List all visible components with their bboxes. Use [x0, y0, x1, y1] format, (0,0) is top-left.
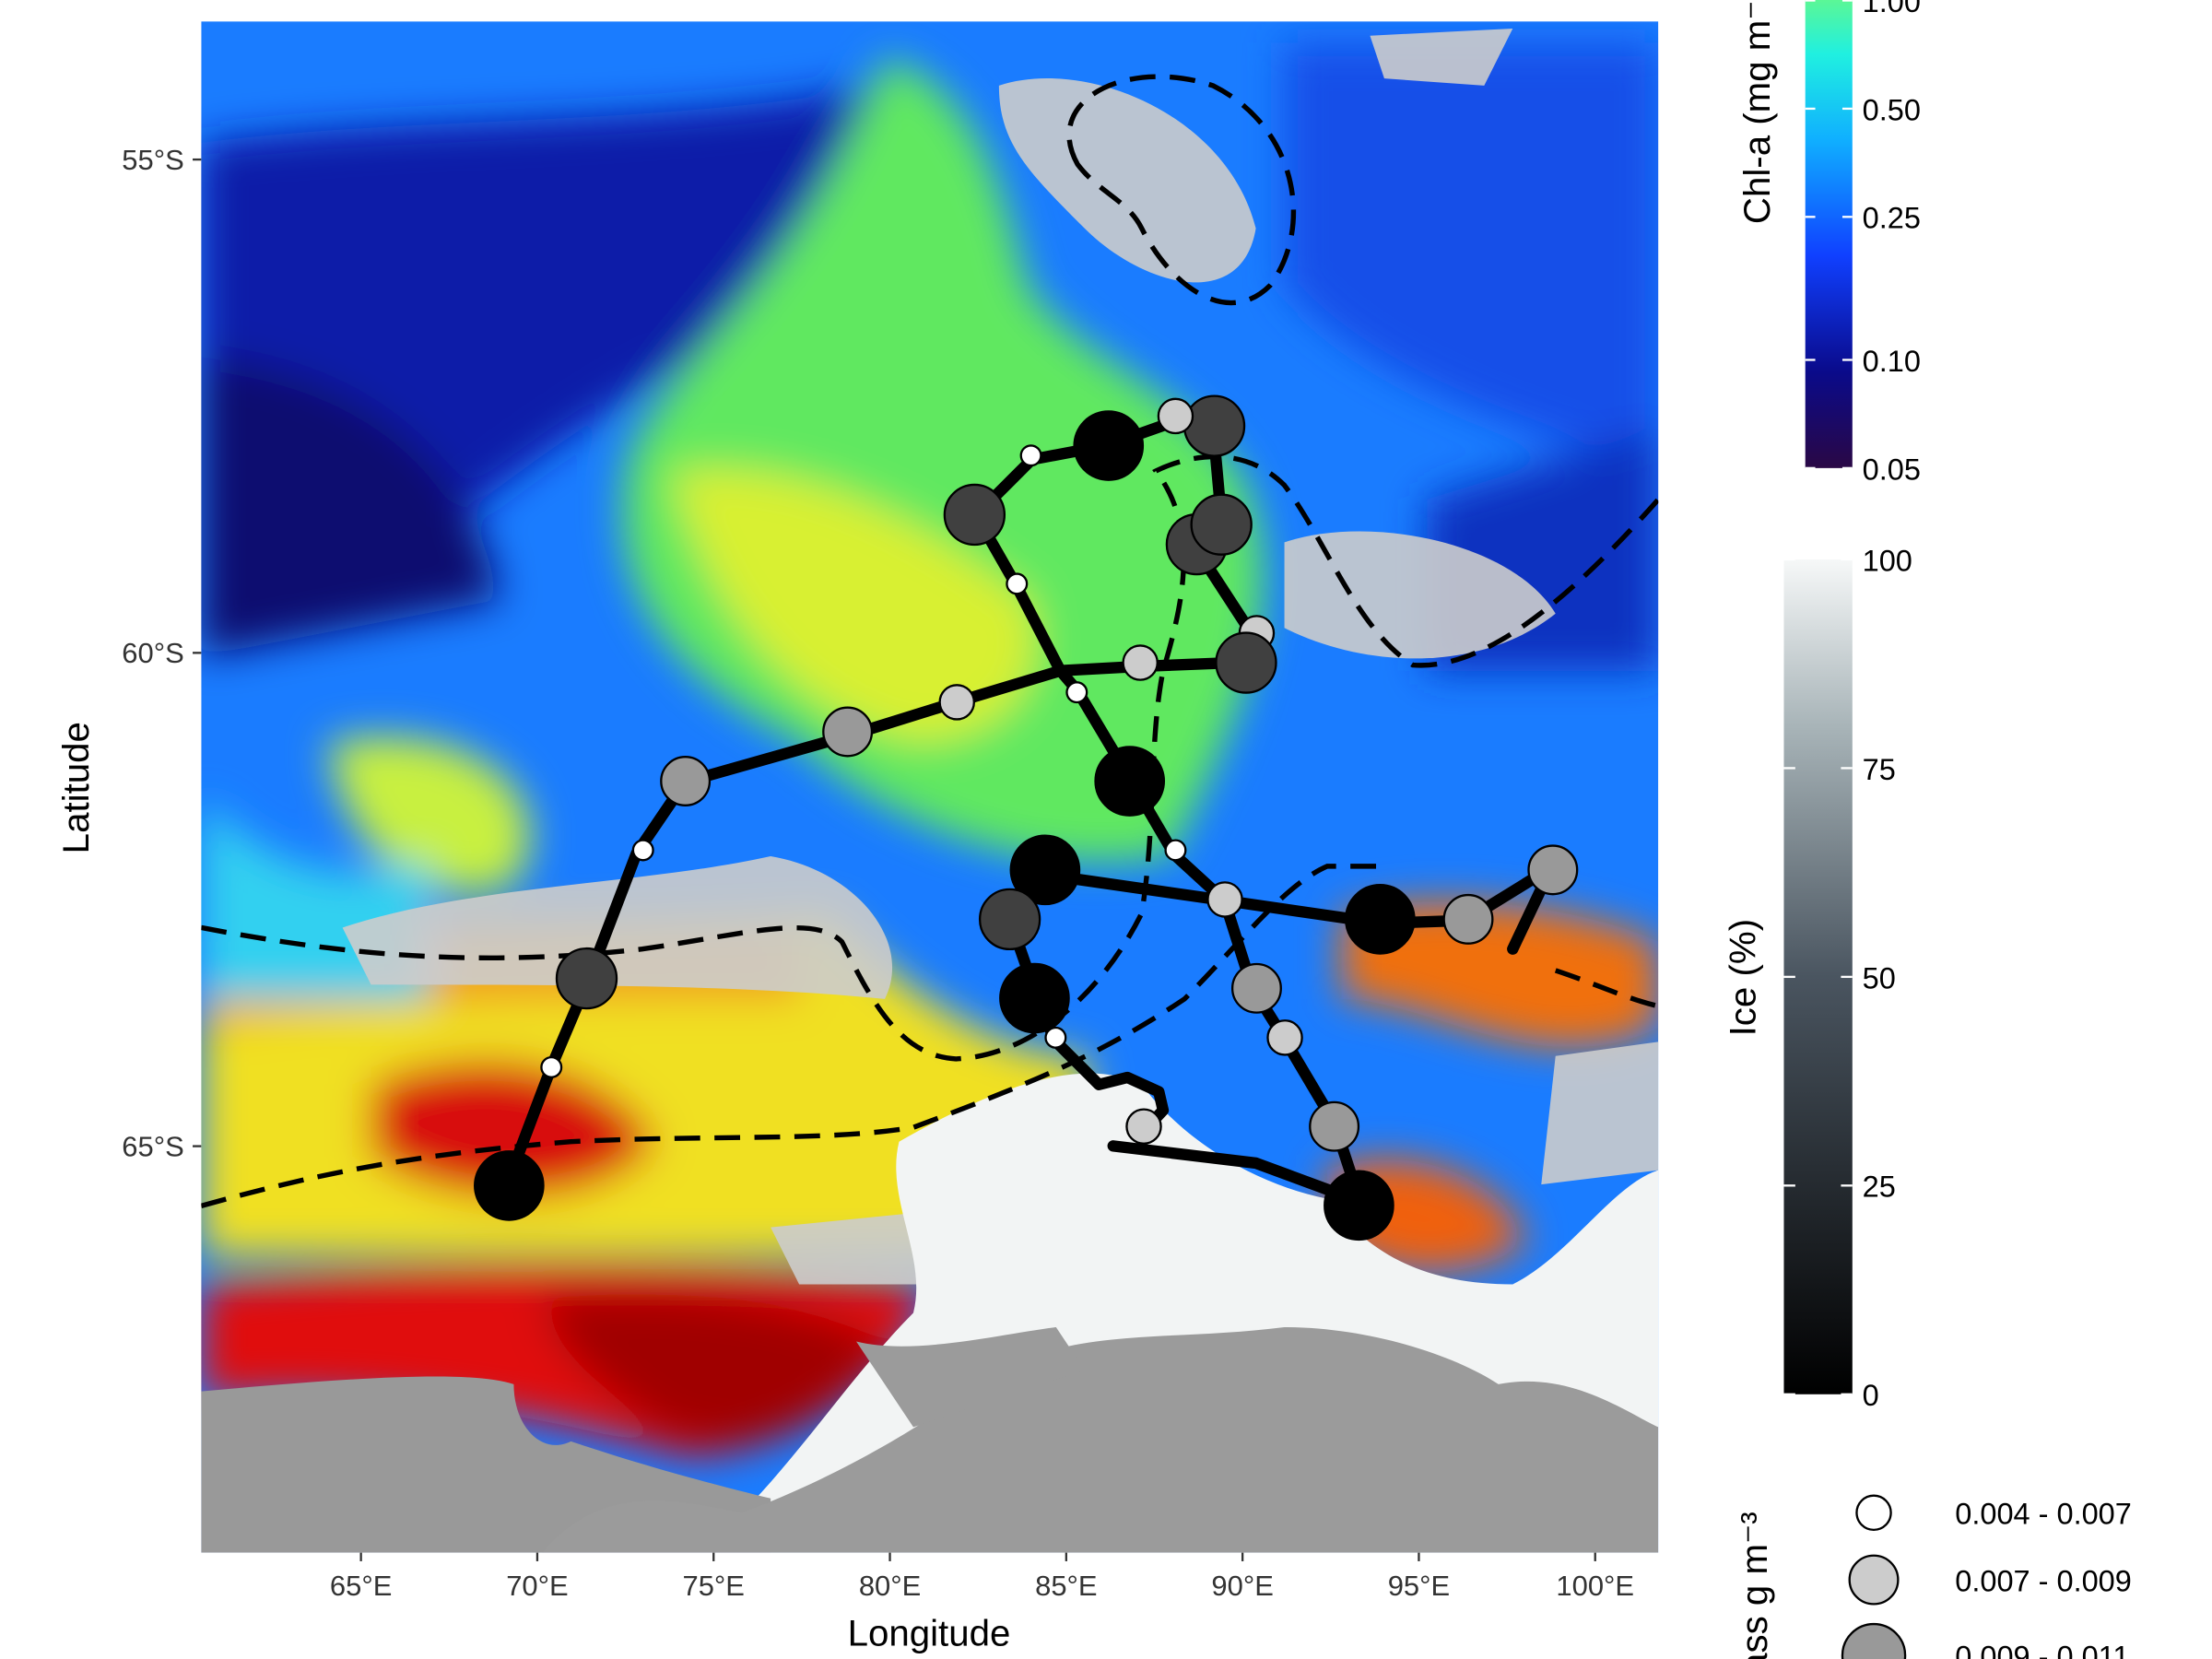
station	[1324, 1170, 1394, 1241]
station	[1044, 1026, 1067, 1049]
station	[1309, 1100, 1360, 1152]
size-legend-label: 0.009 - 0.011	[1955, 1641, 2129, 1659]
station	[1215, 631, 1277, 694]
chl-tick-label: 0.25	[1863, 202, 1921, 235]
chl-tick-label: 0.50	[1863, 93, 1921, 126]
chl-colorbar	[1805, 0, 1853, 468]
x-tick-label: 65°E	[330, 1570, 392, 1602]
map-background	[201, 21, 1659, 1553]
station	[1164, 839, 1187, 862]
ice-tick-label: 100	[1863, 544, 1912, 577]
x-tick-label: 70°E	[506, 1570, 568, 1602]
station	[1266, 1019, 1303, 1056]
station	[1527, 844, 1579, 896]
x-tick-label: 95°E	[1388, 1570, 1450, 1602]
station	[1094, 746, 1166, 817]
station	[1190, 493, 1253, 556]
station	[978, 888, 1041, 951]
station	[1345, 884, 1416, 955]
station	[822, 706, 874, 758]
size-legend-key	[1848, 1554, 1900, 1606]
x-axis-title: Longitude	[848, 1612, 1011, 1653]
station	[1006, 572, 1029, 595]
station	[1182, 394, 1246, 457]
station	[1157, 397, 1194, 435]
station	[1206, 881, 1243, 918]
station	[943, 483, 1006, 547]
size-legend-key	[1841, 1622, 1907, 1659]
chl-tick-label: 0.10	[1863, 345, 1921, 378]
station	[938, 684, 975, 721]
station	[1125, 1108, 1162, 1145]
ice-tick-label: 0	[1863, 1379, 1879, 1412]
station	[474, 1150, 545, 1221]
ice-tick-label: 25	[1863, 1171, 1896, 1204]
chl-colorbar-title: Chl-a (mg m⁻³)	[1736, 0, 1778, 224]
front-lines	[201, 74, 1659, 1208]
station	[555, 947, 618, 1010]
x-tick-label: 100°E	[1556, 1570, 1634, 1602]
size-legend-label: 0.007 - 0.009	[1955, 1564, 2132, 1597]
station	[540, 1055, 563, 1078]
y-tick-label: 55°S	[122, 144, 183, 176]
y-tick-label: 65°S	[122, 1130, 183, 1162]
x-tick-label: 85°E	[1035, 1570, 1097, 1602]
stations	[474, 394, 1579, 1241]
size-legend-key	[1855, 1494, 1892, 1532]
chl-tick-label: 1.00	[1863, 0, 1921, 18]
station	[660, 756, 712, 806]
station	[1009, 834, 1081, 906]
ice-colorbar-title: Ice (%)	[1723, 919, 1764, 1036]
x-tick-label: 90°E	[1211, 1570, 1273, 1602]
station	[1065, 681, 1088, 704]
station	[1230, 962, 1282, 1014]
ice-tick-label: 50	[1863, 961, 1896, 994]
x-tick-label: 75°E	[683, 1570, 745, 1602]
station	[999, 962, 1070, 1034]
size-legend-title: Biomass g m⁻³	[1734, 1512, 1775, 1659]
x-tick-label: 80°E	[859, 1570, 921, 1602]
ice-tick-label: 75	[1863, 753, 1896, 786]
y-tick-label: 60°S	[122, 637, 183, 669]
station	[1073, 410, 1145, 481]
chl-tick-label: 0.05	[1863, 453, 1921, 486]
size-legend-label: 0.004 - 0.007	[1955, 1498, 2132, 1531]
station	[1442, 893, 1494, 945]
station	[1122, 644, 1159, 681]
y-axis-title: Latitude	[55, 722, 97, 853]
station	[1019, 444, 1042, 467]
station	[631, 839, 654, 862]
